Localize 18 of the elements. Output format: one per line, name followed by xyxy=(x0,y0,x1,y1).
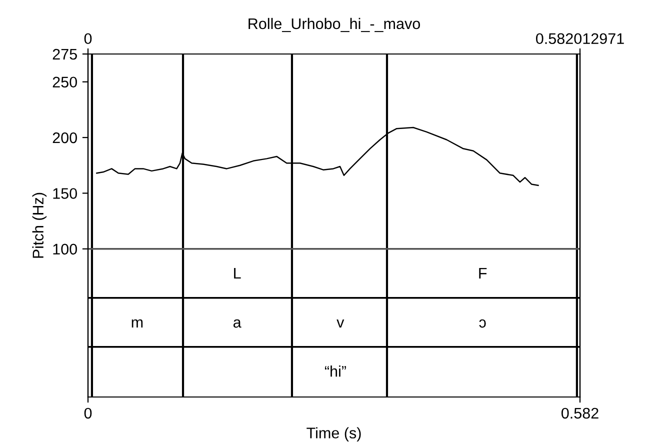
annotation: F xyxy=(479,268,487,278)
annotation: ɔ xyxy=(479,319,486,328)
annotation: “hi” xyxy=(325,366,346,377)
annotation: v xyxy=(336,319,344,328)
x-tick-label: 0.582 xyxy=(561,408,598,419)
y-tick-label: 200 xyxy=(52,132,77,144)
y-tick-label: 150 xyxy=(53,188,77,199)
x2-tick-label: 0 xyxy=(84,33,92,44)
x-axis-title: Time (s) xyxy=(306,427,361,442)
x2-tick-label: 0.582012971 xyxy=(536,33,624,44)
annotation: a xyxy=(233,319,242,328)
annotation: m xyxy=(132,319,143,328)
annotation: L xyxy=(234,268,241,278)
y-tick-label: 250 xyxy=(52,76,77,88)
y-axis-title: Pitch (Hz) xyxy=(32,192,47,258)
y-tick-label: 275 xyxy=(52,48,77,60)
y-tick-label: 100 xyxy=(53,244,77,255)
chart-title: Rolle_Urhobo_hi_-_mavo xyxy=(248,18,420,32)
